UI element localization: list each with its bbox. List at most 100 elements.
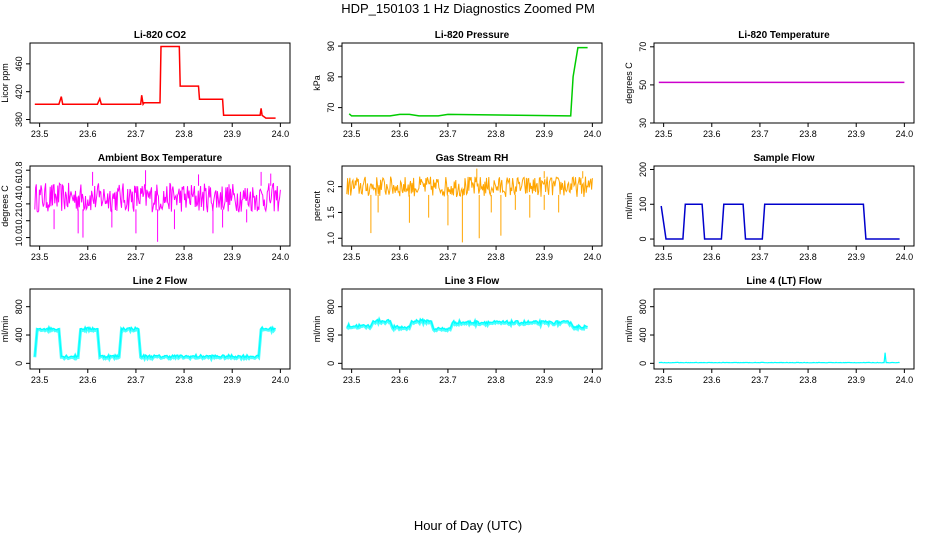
panel-0: Li-820 CO2 Licor ppm 23.5 23.6 23.7 23.8 23.9 2… (0, 30, 291, 139)
x-tick-label: 23.6 (703, 129, 721, 139)
plot-frame (341, 165, 603, 247)
panel-title: Line 2 Flow (133, 276, 188, 287)
plot-frame (341, 288, 603, 370)
x-tick-label: 23.8 (799, 129, 817, 139)
x-tick-label: 23.9 (535, 375, 553, 385)
panel-title: Sample Flow (753, 153, 814, 164)
y-tick-label: 70 (638, 42, 648, 52)
y-tick-label: 420 (14, 84, 24, 99)
y-axis-label: Licor ppm (0, 63, 10, 103)
y-tick-label: 10.8 (14, 161, 24, 179)
data-series (34, 326, 276, 360)
y-tick-label: 0 (326, 361, 336, 366)
x-tick-label: 23.6 (79, 375, 97, 385)
data-series (660, 203, 900, 240)
y-axis-label: ml/min (312, 316, 322, 343)
x-tick-label: 23.7 (751, 375, 769, 385)
y-tick-label: 0 (638, 237, 648, 242)
x-tick-label: 23.6 (79, 252, 97, 262)
x-tick-label: 23.7 (439, 129, 457, 139)
x-tick-label: 24.0 (896, 252, 914, 262)
y-tick-label: 400 (14, 328, 24, 343)
data-series (348, 46, 588, 117)
y-tick-label: 70 (326, 103, 336, 113)
x-tick-label: 23.7 (127, 252, 145, 262)
panel-title: Li-820 CO2 (134, 30, 187, 41)
data-series-band (345, 316, 588, 333)
x-tick-label: 23.6 (703, 375, 721, 385)
x-tick-label: 24.0 (896, 375, 914, 385)
x-tick-label: 23.5 (343, 129, 361, 139)
panel-3: Ambient Box Temperature degrees C 23.5 23.6… (0, 153, 291, 262)
panel-title: Li-820 Temperature (738, 30, 830, 41)
x-tick-label: 23.9 (223, 252, 241, 262)
plot-frame (29, 288, 291, 370)
x-tick-label: 23.9 (847, 129, 865, 139)
x-tick-label: 24.0 (584, 129, 602, 139)
plot-frame (341, 42, 603, 124)
panel-8: Line 4 (LT) Flow ml/min 23.5 23.6 23.7 23.8 23… (624, 276, 915, 385)
x-tick-label: 23.5 (343, 375, 361, 385)
y-tick-label: 90 (326, 41, 336, 51)
x-tick-label: 23.8 (487, 375, 505, 385)
x-tick-label: 23.8 (487, 252, 505, 262)
panel-title: Li-820 Pressure (435, 30, 510, 41)
x-tick-label: 23.6 (79, 129, 97, 139)
y-axis-label: ml/min (624, 316, 634, 343)
x-tick-label: 23.8 (175, 375, 193, 385)
panel-title: Line 4 (LT) Flow (746, 276, 822, 287)
x-tick-label: 23.8 (799, 252, 817, 262)
x-tick-label: 23.6 (391, 375, 409, 385)
y-axis-label: percent (312, 190, 322, 221)
x-tick-label: 23.9 (535, 129, 553, 139)
y-tick-label: 10.4 (14, 195, 24, 213)
panel-7: Line 3 Flow ml/min 23.5 23.6 23.7 23.8 23.9 24.… (312, 276, 603, 385)
x-tick-label: 23.6 (391, 252, 409, 262)
y-tick-label: 80 (326, 72, 336, 82)
y-axis-label: ml/min (624, 193, 634, 220)
plot-frame (29, 42, 291, 124)
plot-frame (29, 165, 291, 247)
y-tick-label: 30 (638, 118, 648, 128)
x-tick-label: 24.0 (272, 375, 290, 385)
y-axis-label: ml/min (0, 316, 10, 343)
x-tick-label: 23.9 (223, 375, 241, 385)
y-axis-label: degrees C (624, 62, 634, 104)
x-axis-label: Hour of Day (UTC) (413, 518, 523, 533)
y-tick-label: 10.2 (14, 212, 24, 230)
y-tick-label: 100 (638, 197, 648, 212)
plot-frame (653, 165, 915, 247)
panel-title: Line 3 Flow (445, 276, 500, 287)
plot-frame (653, 42, 915, 124)
x-tick-label: 23.5 (655, 375, 673, 385)
y-tick-label: 50 (638, 80, 648, 90)
x-tick-label: 23.7 (751, 252, 769, 262)
y-axis-label: kPa (312, 75, 322, 91)
x-tick-label: 24.0 (272, 129, 290, 139)
page-title: HDP_150103 1 Hz Diagnostics Zoomed PM (341, 1, 595, 16)
data-series (34, 45, 276, 119)
x-tick-label: 23.7 (439, 252, 457, 262)
x-tick-label: 23.5 (31, 375, 49, 385)
y-tick-label: 0 (638, 361, 648, 366)
panel-4: Gas Stream RH percent 23.5 23.6 23.7 23.8 23.9… (312, 153, 603, 262)
x-tick-label: 23.8 (799, 375, 817, 385)
y-tick-label: 10.0 (14, 229, 24, 247)
y-tick-label: 1.0 (326, 232, 336, 245)
y-tick-label: 380 (14, 112, 24, 127)
x-tick-label: 23.9 (847, 252, 865, 262)
x-tick-label: 23.7 (127, 129, 145, 139)
x-tick-label: 23.7 (439, 375, 457, 385)
x-tick-label: 23.5 (655, 129, 673, 139)
data-series (346, 176, 593, 198)
panel-title: Ambient Box Temperature (98, 153, 223, 164)
data-series-band (33, 324, 276, 363)
x-tick-label: 23.7 (751, 129, 769, 139)
x-tick-label: 24.0 (272, 252, 290, 262)
x-tick-label: 23.5 (31, 129, 49, 139)
y-tick-label: 0 (14, 361, 24, 366)
y-tick-label: 400 (326, 328, 336, 343)
y-tick-label: 400 (638, 328, 648, 343)
x-tick-label: 23.9 (847, 375, 865, 385)
